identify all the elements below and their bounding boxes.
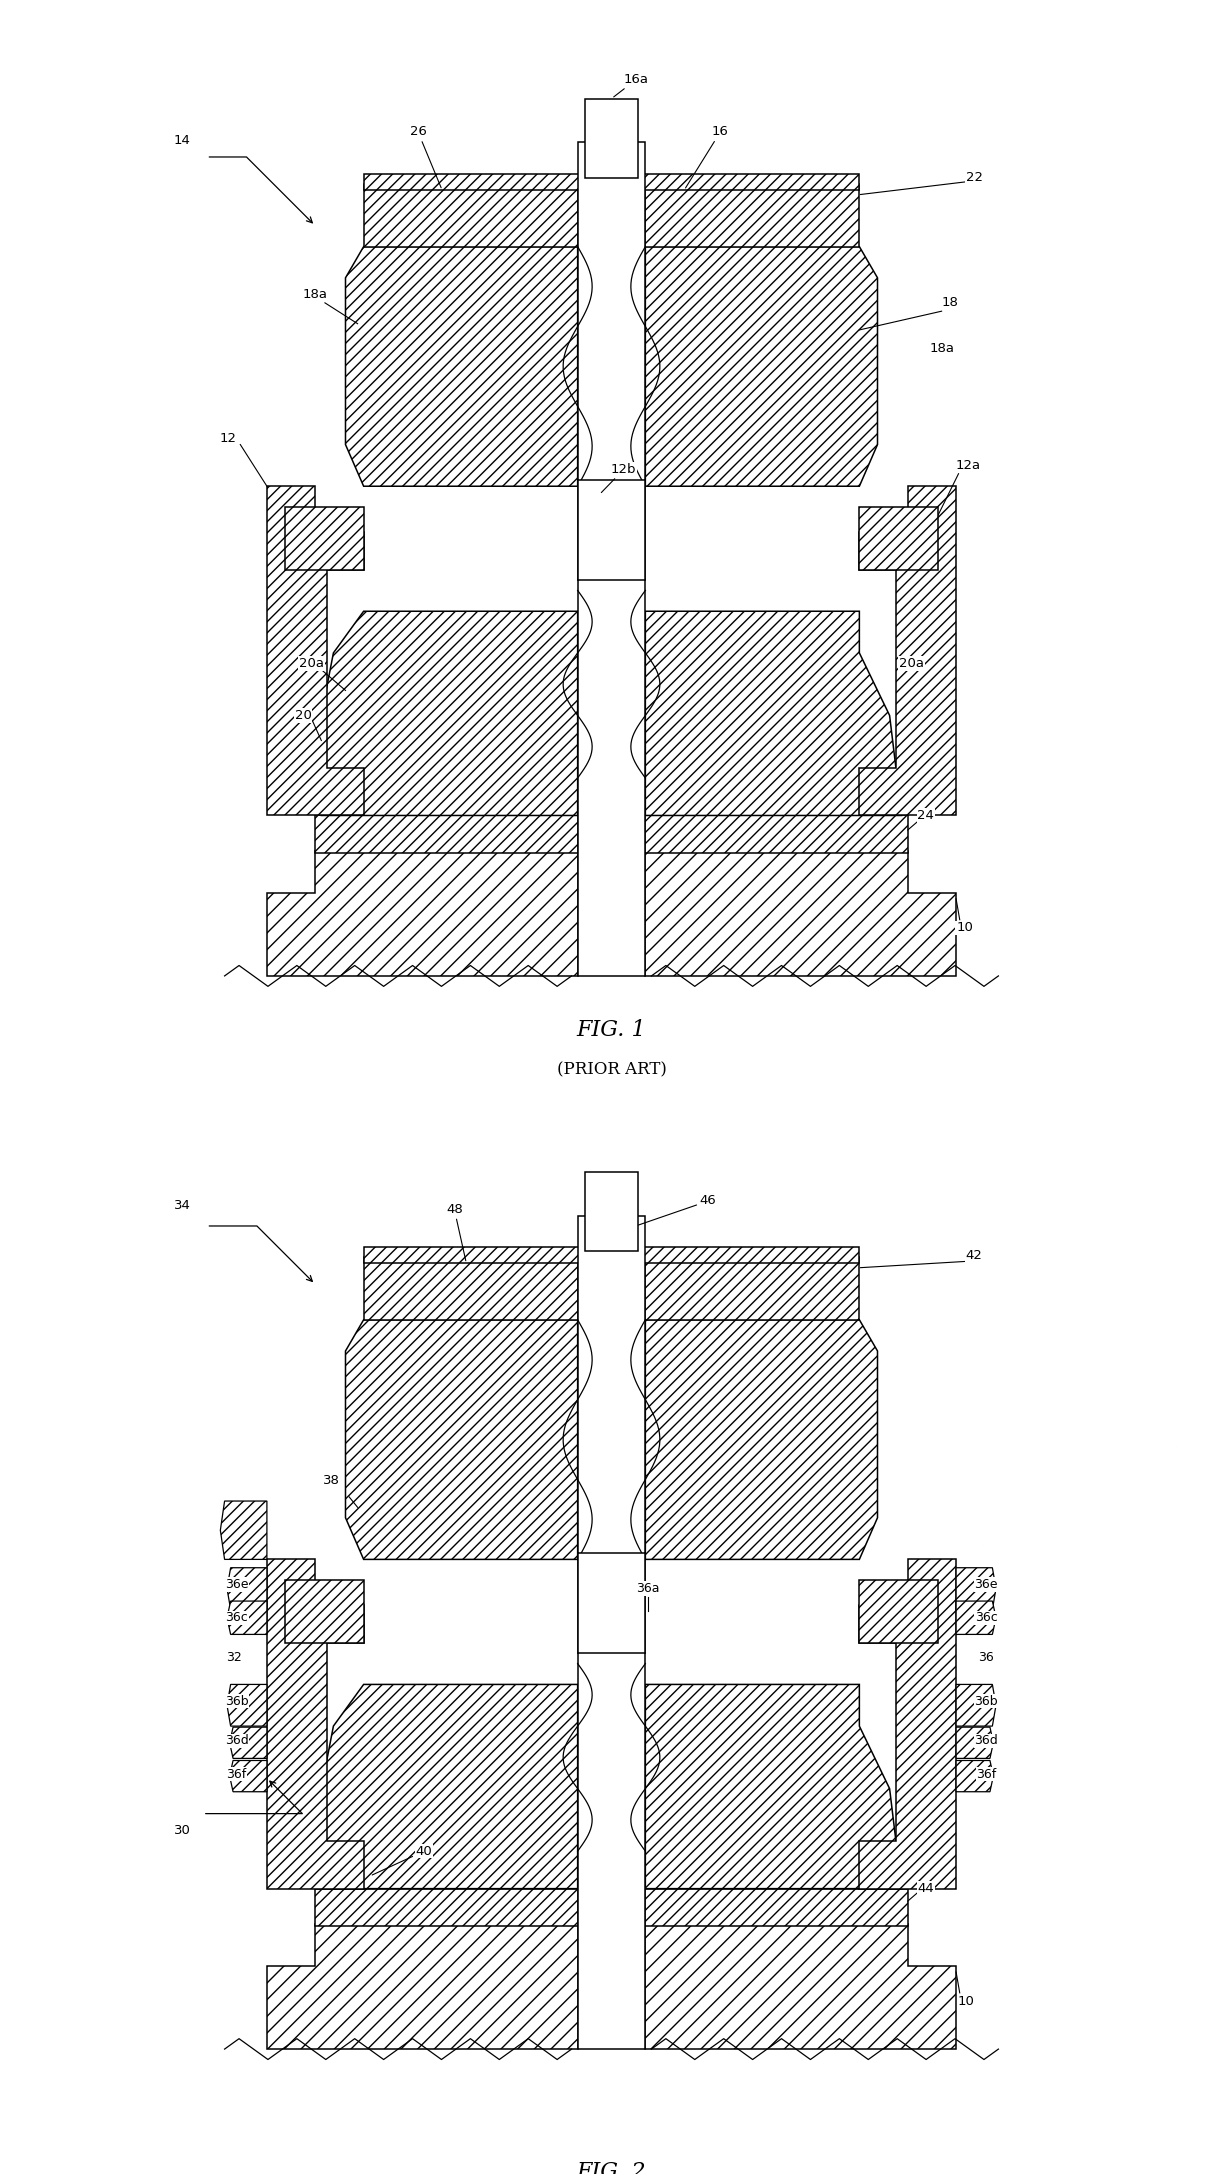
Text: 36b: 36b: [975, 1694, 998, 1707]
Polygon shape: [345, 246, 577, 487]
Text: 34: 34: [174, 1198, 191, 1211]
Polygon shape: [230, 1761, 267, 1791]
Bar: [577, 480, 646, 580]
Text: 26: 26: [410, 126, 442, 187]
Text: 36c: 36c: [225, 1611, 248, 1624]
Polygon shape: [227, 1600, 267, 1635]
Polygon shape: [285, 1580, 363, 1644]
Polygon shape: [227, 1685, 267, 1726]
Text: 36c: 36c: [975, 1611, 998, 1624]
Text: 12b: 12b: [602, 463, 636, 493]
Text: 20: 20: [295, 709, 312, 722]
Polygon shape: [646, 850, 956, 976]
Polygon shape: [220, 1500, 267, 1559]
Text: 12a: 12a: [955, 459, 981, 472]
Text: 30: 30: [174, 1824, 191, 1837]
Bar: [646, 1889, 907, 1926]
Polygon shape: [646, 1685, 901, 1889]
Text: 36e: 36e: [225, 1578, 248, 1591]
Polygon shape: [860, 1559, 956, 1889]
Bar: [363, 1257, 577, 1320]
Text: 44: 44: [917, 1883, 934, 1896]
Text: 14: 14: [174, 135, 191, 148]
Bar: [363, 185, 577, 246]
Text: 24: 24: [917, 809, 934, 822]
Text: 38: 38: [323, 1474, 340, 1487]
Text: 36f: 36f: [226, 1767, 247, 1781]
Text: 18a: 18a: [929, 341, 954, 354]
Text: 18: 18: [942, 296, 959, 309]
Polygon shape: [646, 1924, 956, 2050]
Bar: [363, 174, 860, 191]
Bar: [316, 1889, 577, 1926]
Text: FIG. 1: FIG. 1: [577, 1020, 646, 1041]
Polygon shape: [322, 611, 577, 815]
Text: 20a: 20a: [899, 657, 923, 670]
Polygon shape: [646, 246, 878, 487]
Text: 16: 16: [686, 126, 729, 187]
Text: 36d: 36d: [975, 1735, 998, 1748]
Polygon shape: [322, 1685, 577, 1889]
Text: 40: 40: [372, 1844, 433, 1874]
Polygon shape: [267, 1924, 577, 2050]
Text: 18a: 18a: [303, 287, 328, 300]
Text: 46: 46: [638, 1194, 717, 1226]
Polygon shape: [285, 507, 363, 570]
Polygon shape: [230, 1726, 267, 1759]
Text: 36b: 36b: [225, 1694, 248, 1707]
Bar: [577, 1215, 646, 2050]
Text: 16a: 16a: [614, 74, 648, 98]
Bar: [577, 1552, 646, 1652]
Text: 22: 22: [966, 172, 983, 185]
Text: 36e: 36e: [975, 1578, 998, 1591]
Bar: [585, 98, 638, 178]
Polygon shape: [860, 487, 956, 815]
Text: FIG. 2: FIG. 2: [577, 2161, 646, 2174]
Text: 36f: 36f: [976, 1767, 997, 1781]
Polygon shape: [646, 1320, 878, 1559]
Text: 36d: 36d: [225, 1735, 248, 1748]
Bar: [646, 1257, 860, 1320]
Polygon shape: [860, 1580, 938, 1644]
Polygon shape: [227, 1567, 267, 1609]
Text: 48: 48: [446, 1202, 466, 1261]
Text: 10: 10: [958, 1996, 975, 2007]
Bar: [577, 141, 646, 976]
Polygon shape: [956, 1761, 993, 1791]
Bar: [363, 1248, 860, 1263]
Text: 42: 42: [966, 1248, 982, 1261]
Text: 36: 36: [978, 1650, 994, 1663]
Polygon shape: [267, 850, 577, 976]
Polygon shape: [956, 1726, 993, 1759]
Text: 20a: 20a: [300, 657, 324, 670]
Polygon shape: [956, 1685, 996, 1726]
Bar: [316, 815, 577, 852]
Text: 10: 10: [956, 922, 974, 935]
Text: (PRIOR ART): (PRIOR ART): [556, 1061, 667, 1078]
Polygon shape: [267, 1559, 363, 1889]
Polygon shape: [860, 507, 938, 570]
Polygon shape: [267, 487, 363, 815]
Polygon shape: [956, 1567, 996, 1609]
Text: 12: 12: [220, 433, 237, 446]
Bar: [646, 815, 907, 852]
Text: 32: 32: [226, 1650, 242, 1663]
Polygon shape: [345, 1320, 577, 1559]
Bar: [585, 1172, 638, 1250]
Polygon shape: [956, 1600, 996, 1635]
Polygon shape: [646, 611, 901, 815]
Bar: [646, 185, 860, 246]
Text: 36a: 36a: [636, 1583, 659, 1596]
